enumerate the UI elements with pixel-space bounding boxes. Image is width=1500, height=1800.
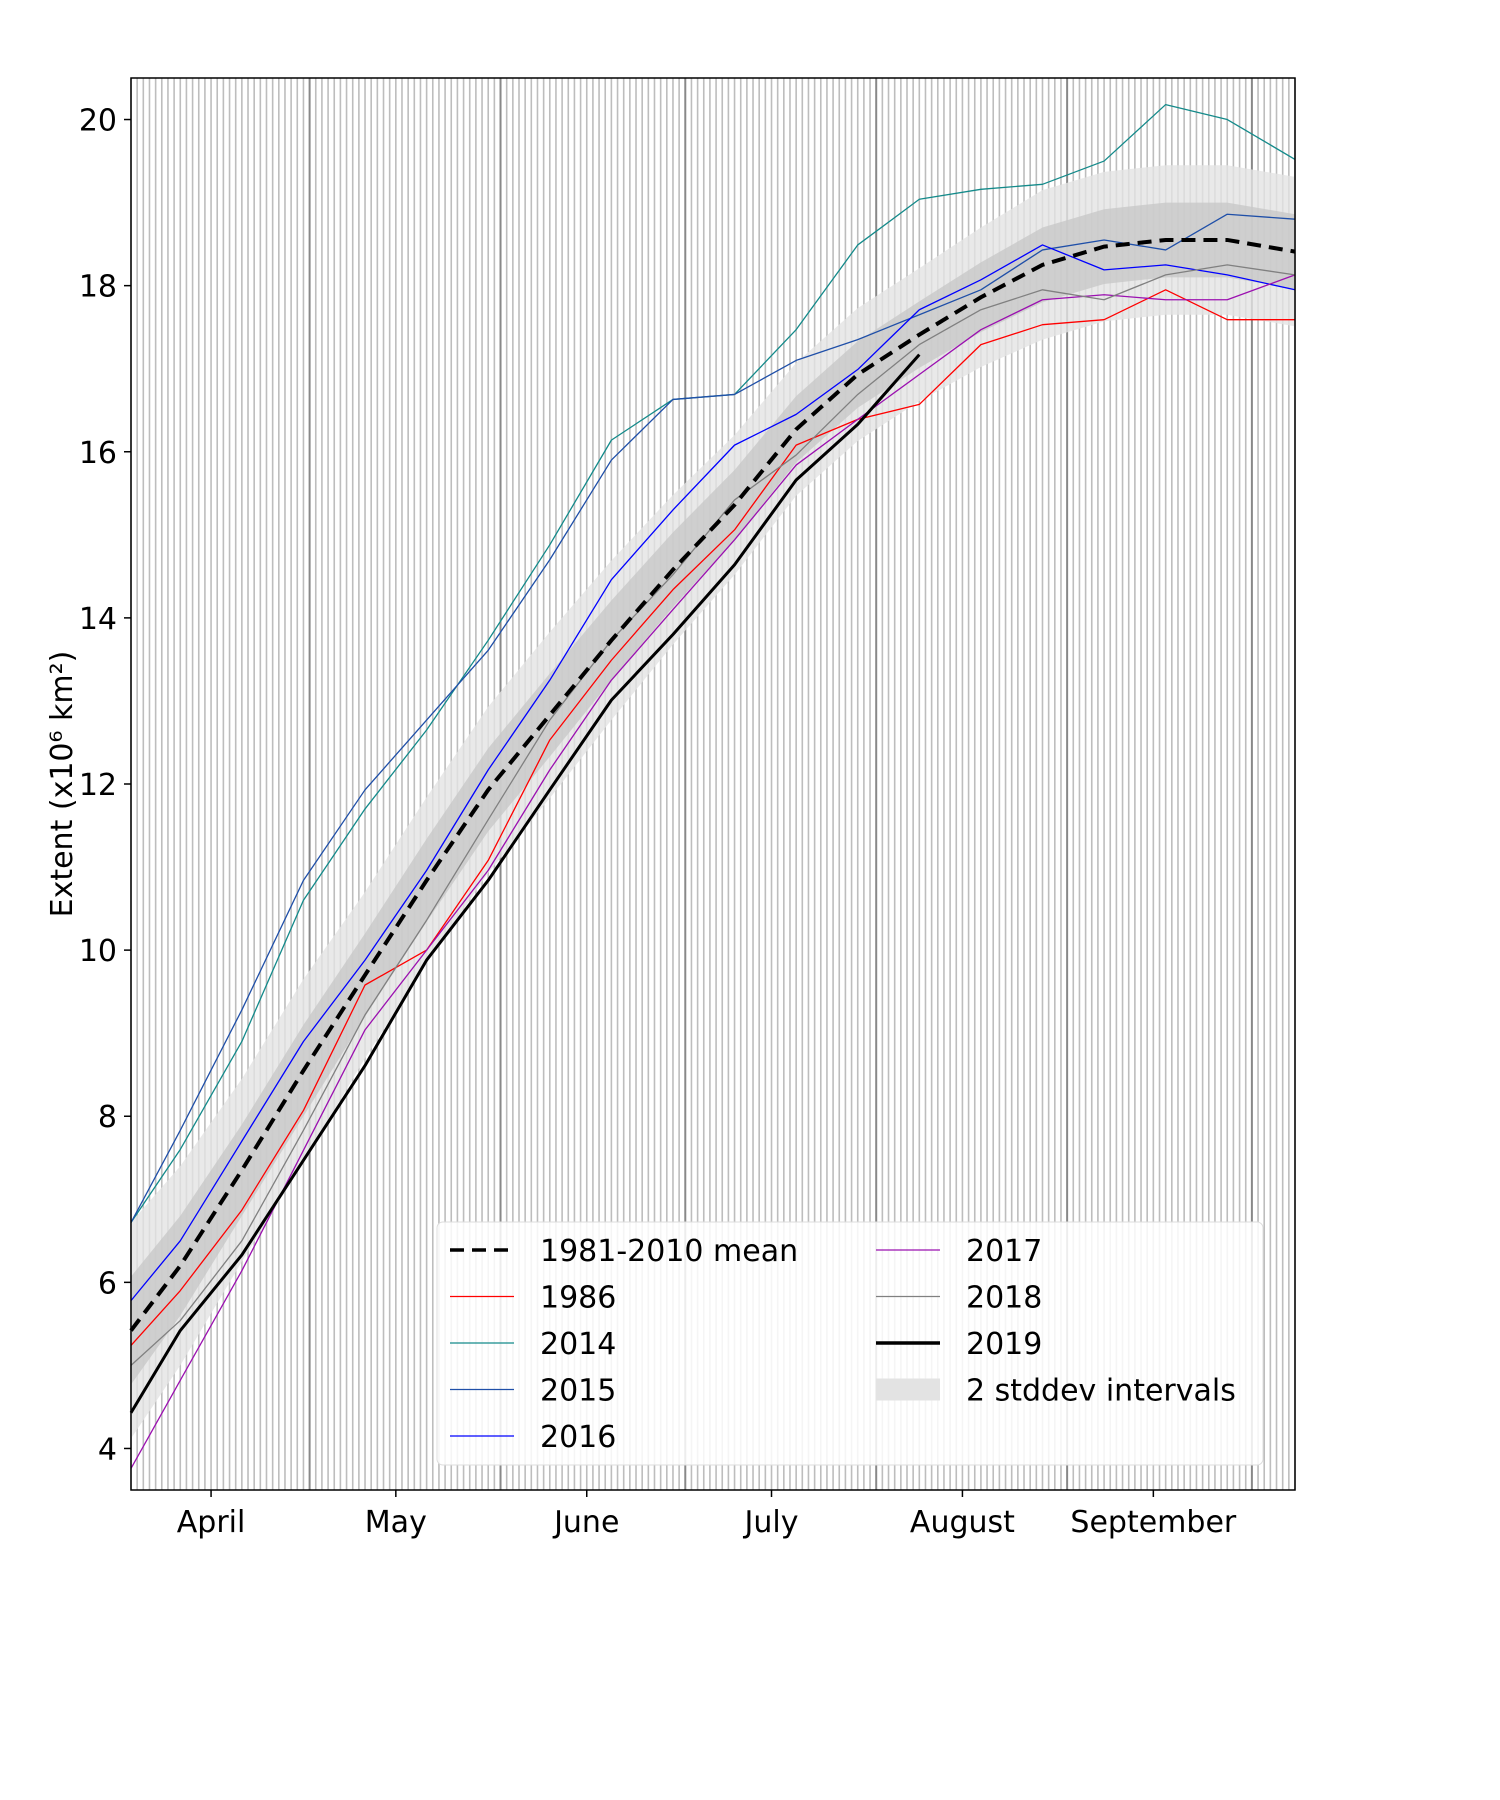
legend-label: 1986 [540, 1281, 616, 1316]
band-2-stddev [131, 165, 1295, 1439]
y-tick-label: 8 [98, 1100, 117, 1135]
y-tick-label: 10 [79, 934, 117, 969]
x-tick-label: July [743, 1505, 799, 1540]
y-tick-label: 16 [79, 436, 117, 471]
legend-label: 2017 [966, 1234, 1042, 1269]
legend-label: 2015 [540, 1374, 616, 1409]
legend: 1981-2010 mean 1986 2014 2015 2016 2017 2018 20… [436, 1221, 1264, 1466]
y-tick-label: 14 [79, 602, 117, 637]
y-tick-label: 6 [98, 1266, 117, 1301]
series-line-2017 [130, 274, 1296, 1469]
x-tick-label: June [552, 1505, 619, 1540]
y-tick-label: 18 [79, 270, 117, 305]
legend-label: 2018 [966, 1281, 1042, 1316]
y-tick-label: 20 [79, 104, 117, 139]
legend-label: 1981-2010 mean [540, 1234, 798, 1269]
x-tick-label: April [177, 1505, 246, 1540]
legend-label: 2014 [540, 1327, 616, 1362]
legend-label: 2019 [966, 1327, 1042, 1362]
y-axis: 4 6 8 10 12 14 16 18 20 [79, 104, 131, 1467]
stddev-bands [131, 165, 1295, 1439]
legend-label: 2 stddev intervals [966, 1374, 1236, 1409]
legend-label: 2016 [540, 1420, 616, 1455]
y-axis-label: Extent (x10⁶ km²) [45, 651, 80, 918]
band-1-stddev [131, 202, 1295, 1385]
x-tick-label: September [1070, 1505, 1236, 1540]
series-line-2019 [129, 353, 921, 1414]
series-line-mean [129, 237, 1296, 1332]
legend-swatch [876, 1378, 940, 1401]
x-axis: April May June July August September [177, 1490, 1237, 1540]
series-line-2018 [130, 264, 1296, 1366]
y-tick-label: 12 [79, 768, 117, 803]
x-tick-label: August [910, 1505, 1015, 1540]
series-lines [129, 103, 1296, 1469]
series-line-2016 [130, 244, 1296, 1302]
x-tick-label: May [365, 1505, 427, 1540]
series-line-2015 [130, 213, 1296, 1223]
y-tick-label: 4 [98, 1432, 117, 1467]
legend-box [436, 1221, 1264, 1466]
series-line-1986 [130, 289, 1295, 1346]
